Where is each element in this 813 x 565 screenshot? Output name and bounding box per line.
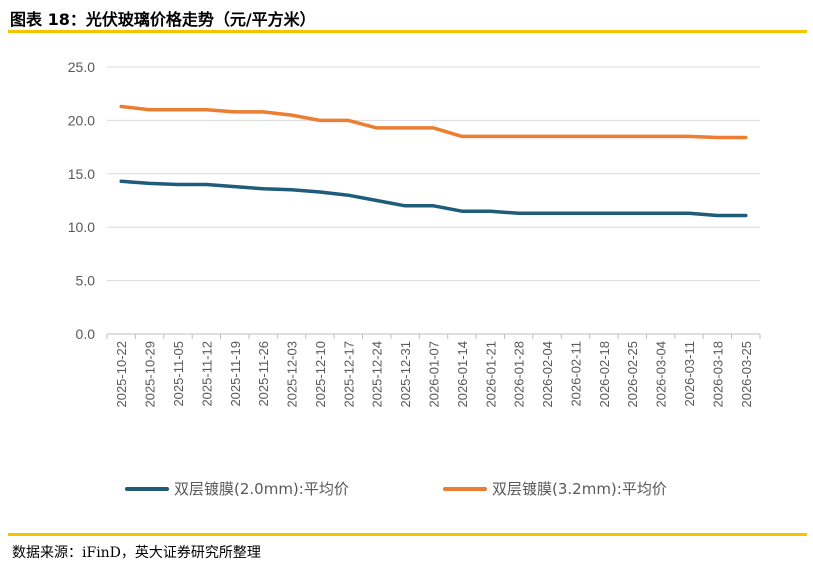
line-chart: 0.05.010.015.020.025.0 2025-10-22 2025-10… xyxy=(68,59,761,498)
x-tick-label: 2025-11-26 xyxy=(256,341,271,407)
source-note: 数据来源：iFinD，英大证券研究所整理 xyxy=(12,545,261,561)
x-axis-ticks: 2025-10-22 2025-10-29 2025-11-05 2025-11-12… xyxy=(114,341,754,408)
x-tick-label: 2026-01-21 xyxy=(483,341,498,408)
top-divider xyxy=(8,30,807,33)
y-axis-ticks: 0.0 5.0 10.0 15.0 20.0 25.0 xyxy=(68,59,95,342)
x-tick-label: 2025-10-22 xyxy=(114,341,129,408)
x-tick-label: 2026-03-11 xyxy=(682,341,697,407)
legend: 双层镀膜(2.0mm):平均价 双层镀膜(3.2mm):平均价 xyxy=(125,480,667,498)
series-line-1 xyxy=(119,179,748,218)
chart-title: 图表 18：光伏玻璃价格走势（元/平方米） xyxy=(10,10,316,29)
x-tick-label: 2026-02-04 xyxy=(540,341,555,408)
x-tick-label: 2026-03-04 xyxy=(654,341,669,408)
x-tick-label: 2026-02-25 xyxy=(625,341,640,408)
x-tick-label: 2026-02-18 xyxy=(597,341,612,408)
x-tick-label: 2026-03-25 xyxy=(739,341,754,408)
x-tick-label: 2025-12-24 xyxy=(370,341,385,408)
x-tick-label: 2025-12-31 xyxy=(398,341,413,408)
x-tick-label: 2025-11-05 xyxy=(171,341,186,407)
bottom-divider xyxy=(8,533,807,536)
y-tick-label: 20.0 xyxy=(68,112,95,128)
x-tick-label: 2025-10-29 xyxy=(143,341,158,408)
x-tick-label: 2025-12-10 xyxy=(313,341,328,408)
y-tick-label: 15.0 xyxy=(68,166,95,182)
x-tick-label: 2026-01-28 xyxy=(512,341,527,408)
series-lines xyxy=(119,104,748,218)
x-tick-label: 2026-01-07 xyxy=(427,341,442,408)
y-tick-label: 0.0 xyxy=(76,326,96,342)
x-axis xyxy=(106,333,761,339)
x-tick-label: 2025-12-03 xyxy=(285,341,300,408)
x-tick-label: 2026-02-11 xyxy=(568,341,583,407)
y-tick-label: 5.0 xyxy=(76,273,96,289)
y-tick-label: 10.0 xyxy=(68,219,95,235)
x-tick-label: 2026-01-14 xyxy=(455,341,470,408)
x-tick-label: 2025-11-19 xyxy=(228,341,243,407)
x-tick-label: 2025-11-12 xyxy=(199,341,214,407)
x-tick-label: 2025-12-17 xyxy=(341,341,356,408)
gridlines xyxy=(107,66,760,282)
legend-label-1: 双层镀膜(2.0mm):平均价 xyxy=(174,480,349,498)
legend-label-2: 双层镀膜(3.2mm):平均价 xyxy=(492,480,667,498)
y-tick-label: 25.0 xyxy=(68,59,95,75)
series-line-2 xyxy=(119,104,748,140)
x-tick-label: 2026-03-18 xyxy=(710,341,725,408)
